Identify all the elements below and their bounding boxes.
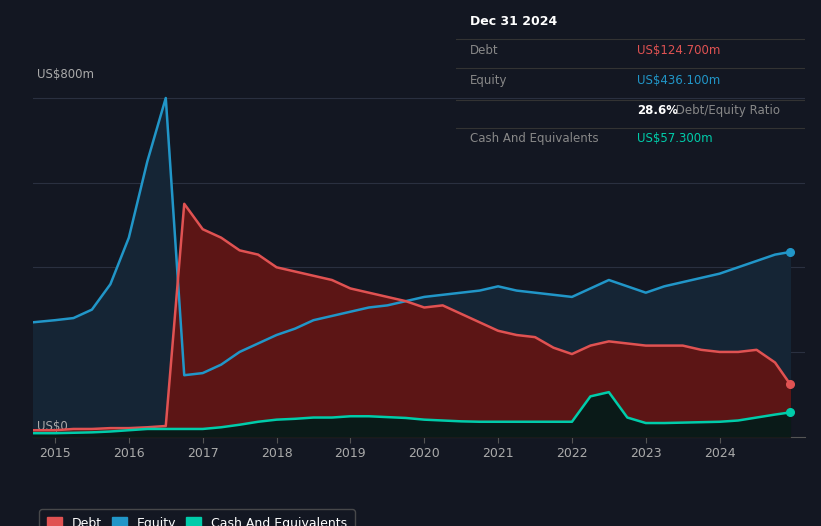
Legend: Debt, Equity, Cash And Equivalents: Debt, Equity, Cash And Equivalents <box>39 509 355 526</box>
Text: Dec 31 2024: Dec 31 2024 <box>470 15 557 28</box>
Text: US$800m: US$800m <box>37 68 94 82</box>
Text: 28.6%: 28.6% <box>637 104 678 117</box>
Text: Cash And Equivalents: Cash And Equivalents <box>470 132 599 145</box>
Text: US$436.100m: US$436.100m <box>637 74 720 87</box>
Text: US$0: US$0 <box>37 420 67 433</box>
Text: US$57.300m: US$57.300m <box>637 132 713 145</box>
Text: Equity: Equity <box>470 74 507 87</box>
Text: Debt/Equity Ratio: Debt/Equity Ratio <box>672 104 780 117</box>
Text: US$124.700m: US$124.700m <box>637 44 721 57</box>
Text: Debt: Debt <box>470 44 498 57</box>
